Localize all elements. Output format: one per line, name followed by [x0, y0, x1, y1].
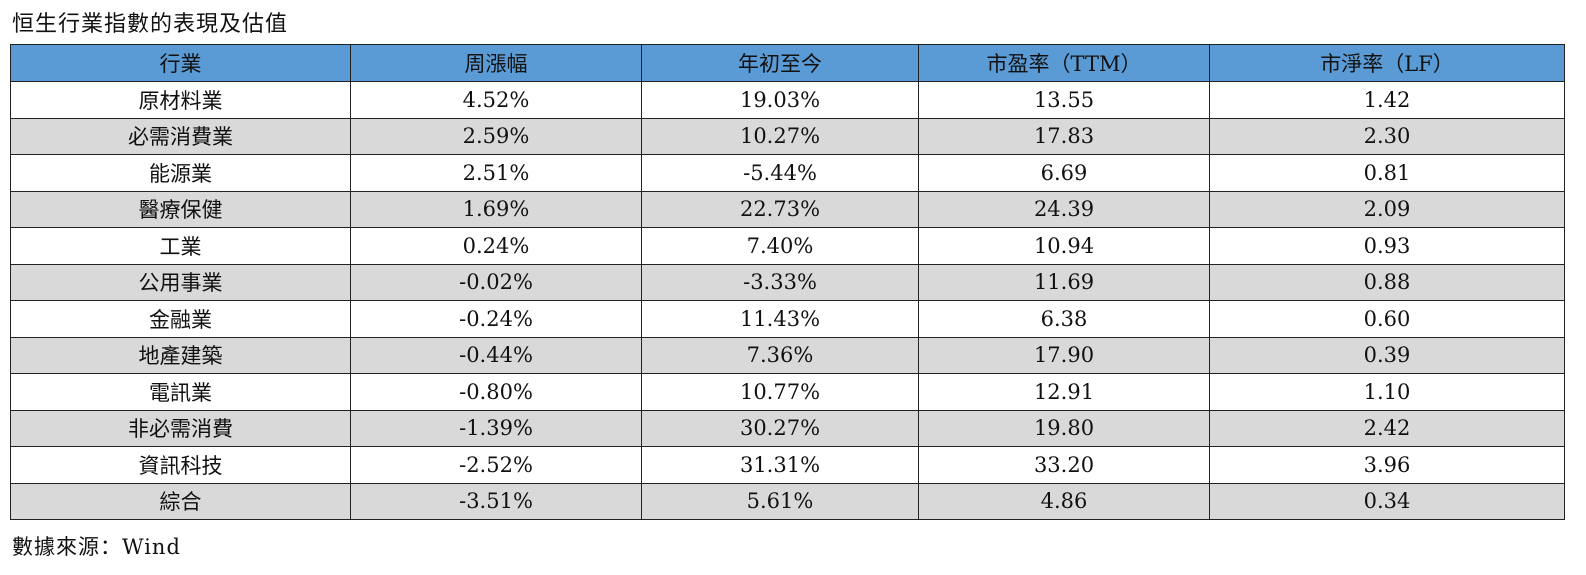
table-row: 原材料業 4.52% 19.03% 13.55 1.42 [10, 81, 1565, 119]
cell-pb: 2.42 [1209, 409, 1565, 447]
table-header-row: 行業 周漲幅 年初至今 市盈率（TTM） 市淨率（LF） [10, 44, 1565, 82]
table-title: 恒生行業指數的表現及估值 [12, 12, 289, 37]
cell-pb: 0.34 [1209, 482, 1565, 520]
cell-pb: 0.93 [1209, 227, 1565, 265]
cell-industry: 金融業 [10, 300, 351, 338]
cell-ytd: 30.27% [641, 409, 919, 447]
cell-ytd: 10.77% [641, 373, 919, 411]
cell-industry: 綜合 [10, 482, 351, 520]
cell-pe: 6.69 [918, 154, 1210, 192]
cell-pe: 10.94 [918, 227, 1210, 265]
cell-industry: 醫療保健 [10, 190, 351, 228]
cell-industry: 非必需消費 [10, 409, 351, 447]
cell-ytd: 19.03% [641, 81, 919, 119]
header-weekly-change: 周漲幅 [350, 44, 642, 82]
cell-pe: 17.83 [918, 117, 1210, 155]
cell-weekly-change: 2.51% [350, 154, 642, 192]
cell-pb: 0.39 [1209, 336, 1565, 374]
cell-weekly-change: -0.02% [350, 263, 642, 301]
cell-industry: 資訊科技 [10, 446, 351, 484]
cell-ytd: 31.31% [641, 446, 919, 484]
table-row: 工業 0.24% 7.40% 10.94 0.93 [10, 227, 1565, 265]
cell-weekly-change: -1.39% [350, 409, 642, 447]
cell-pb: 2.30 [1209, 117, 1565, 155]
cell-industry: 公用事業 [10, 263, 351, 301]
cell-ytd: 22.73% [641, 190, 919, 228]
cell-pe: 4.86 [918, 482, 1210, 520]
header-ytd: 年初至今 [641, 44, 919, 82]
cell-pe: 24.39 [918, 190, 1210, 228]
cell-industry: 能源業 [10, 154, 351, 192]
cell-pe: 19.80 [918, 409, 1210, 447]
table-row: 電訊業 -0.80% 10.77% 12.91 1.10 [10, 373, 1565, 411]
table-row: 綜合 -3.51% 5.61% 4.86 0.34 [10, 482, 1565, 520]
cell-pe: 6.38 [918, 300, 1210, 338]
cell-pe: 12.91 [918, 373, 1210, 411]
cell-industry: 地產建築 [10, 336, 351, 374]
cell-weekly-change: 0.24% [350, 227, 642, 265]
table-row: 醫療保健 1.69% 22.73% 24.39 2.09 [10, 190, 1565, 228]
cell-industry: 工業 [10, 227, 351, 265]
data-source-note: 數據來源：Wind [12, 535, 181, 559]
table-row: 地產建築 -0.44% 7.36% 17.90 0.39 [10, 336, 1565, 374]
header-industry: 行業 [10, 44, 351, 82]
table-row: 能源業 2.51% -5.44% 6.69 0.81 [10, 154, 1565, 192]
cell-weekly-change: -3.51% [350, 482, 642, 520]
cell-ytd: 11.43% [641, 300, 919, 338]
table-row: 必需消費業 2.59% 10.27% 17.83 2.30 [10, 117, 1565, 155]
industry-valuation-table: 行業 周漲幅 年初至今 市盈率（TTM） 市淨率（LF） 原材料業 4.52% … [10, 44, 1565, 520]
cell-pe: 33.20 [918, 446, 1210, 484]
cell-pb: 0.88 [1209, 263, 1565, 301]
cell-pe: 17.90 [918, 336, 1210, 374]
cell-pe: 11.69 [918, 263, 1210, 301]
header-pb-lf: 市淨率（LF） [1209, 44, 1565, 82]
header-pe-ttm: 市盈率（TTM） [918, 44, 1210, 82]
cell-ytd: -5.44% [641, 154, 919, 192]
cell-weekly-change: -0.80% [350, 373, 642, 411]
cell-pb: 1.10 [1209, 373, 1565, 411]
cell-ytd: 10.27% [641, 117, 919, 155]
cell-industry: 原材料業 [10, 81, 351, 119]
cell-weekly-change: -0.24% [350, 300, 642, 338]
cell-pe: 13.55 [918, 81, 1210, 119]
cell-pb: 1.42 [1209, 81, 1565, 119]
cell-weekly-change: -0.44% [350, 336, 642, 374]
cell-ytd: 5.61% [641, 482, 919, 520]
cell-weekly-change: 2.59% [350, 117, 642, 155]
cell-pb: 2.09 [1209, 190, 1565, 228]
cell-pb: 3.96 [1209, 446, 1565, 484]
cell-industry: 電訊業 [10, 373, 351, 411]
cell-weekly-change: 1.69% [350, 190, 642, 228]
table-row: 公用事業 -0.02% -3.33% 11.69 0.88 [10, 263, 1565, 301]
cell-pb: 0.60 [1209, 300, 1565, 338]
cell-industry: 必需消費業 [10, 117, 351, 155]
cell-ytd: 7.36% [641, 336, 919, 374]
table-row: 非必需消費 -1.39% 30.27% 19.80 2.42 [10, 409, 1565, 447]
cell-weekly-change: -2.52% [350, 446, 642, 484]
cell-ytd: 7.40% [641, 227, 919, 265]
cell-ytd: -3.33% [641, 263, 919, 301]
table-row: 資訊科技 -2.52% 31.31% 33.20 3.96 [10, 446, 1565, 484]
table-row: 金融業 -0.24% 11.43% 6.38 0.60 [10, 300, 1565, 338]
cell-pb: 0.81 [1209, 154, 1565, 192]
cell-weekly-change: 4.52% [350, 81, 642, 119]
